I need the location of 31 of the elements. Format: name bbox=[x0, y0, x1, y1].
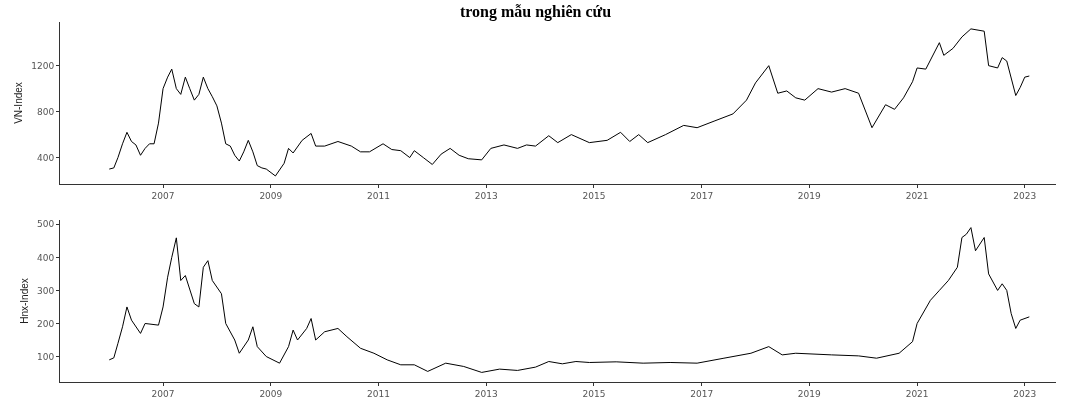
x-tick-label: 2015 bbox=[582, 388, 606, 399]
x-tick-label: 2019 bbox=[797, 388, 822, 399]
line-series bbox=[108, 227, 1030, 373]
y-tick-label: 300 bbox=[37, 285, 55, 296]
x-tick-label: 2007 bbox=[151, 388, 175, 399]
y-tick-label: 400 bbox=[37, 152, 55, 163]
y-tick-label: 800 bbox=[37, 106, 55, 117]
chart-title: trong mẫu nghiên cứu bbox=[459, 3, 612, 22]
y-tick-label: 500 bbox=[37, 219, 55, 230]
x-tick-label: 2009 bbox=[259, 190, 283, 201]
x-tick-label: 2021 bbox=[905, 190, 929, 201]
x-tick-label: 2011 bbox=[367, 190, 390, 201]
x-tick-label: 2007 bbox=[151, 190, 175, 201]
x-tick-label: 2023 bbox=[1013, 388, 1037, 399]
y-axis-title: VN-Index bbox=[13, 82, 25, 124]
y-tick-label: 100 bbox=[37, 351, 55, 362]
x-tick-label: 2019 bbox=[797, 190, 822, 201]
x-tick-label: 2011 bbox=[367, 388, 390, 399]
x-tick-label: 2013 bbox=[474, 388, 498, 399]
x-tick-label: 2023 bbox=[1013, 190, 1037, 201]
x-tick-label: 2017 bbox=[690, 388, 714, 399]
x-tick-label: 2015 bbox=[582, 190, 606, 201]
x-tick-label: 2009 bbox=[259, 388, 283, 399]
y-axis-title: Hnx-Index bbox=[19, 278, 31, 324]
x-tick-label: 2013 bbox=[474, 190, 498, 201]
x-tick-label: 2017 bbox=[690, 190, 714, 201]
y-tick-label: 400 bbox=[37, 252, 55, 263]
line-series bbox=[108, 28, 1030, 177]
y-tick-label: 1200 bbox=[31, 60, 55, 71]
x-tick-label: 2021 bbox=[905, 388, 929, 399]
y-tick-label: 200 bbox=[37, 318, 55, 329]
